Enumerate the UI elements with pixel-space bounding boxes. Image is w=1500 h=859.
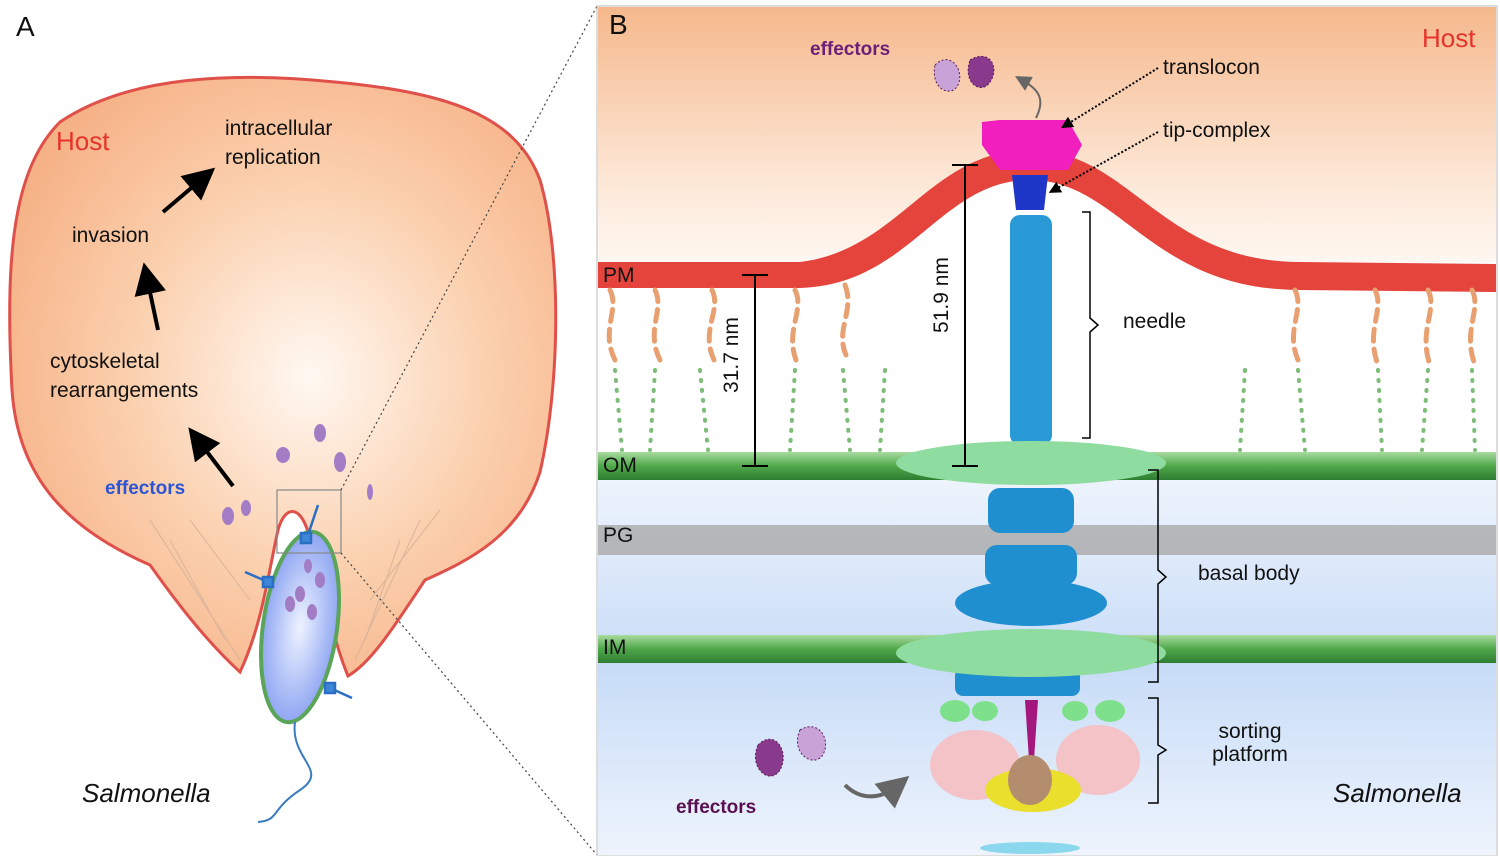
sorting-platform: [930, 700, 1140, 854]
flagellum: [257, 721, 313, 823]
membrane-label: PM: [603, 264, 635, 287]
organism-label: Salmonella: [1333, 778, 1462, 808]
step-label: invasion: [72, 224, 149, 247]
membrane-label: OM: [603, 454, 637, 477]
host-label: Host: [1422, 23, 1476, 53]
structure-label: needle: [1123, 310, 1186, 333]
basal-body: [955, 488, 1107, 696]
injectisomes: [244, 504, 353, 700]
effector-proteins: [222, 424, 373, 620]
im-ring: [896, 629, 1166, 677]
scale-bars: [742, 164, 978, 467]
membrane-label: IM: [603, 636, 626, 659]
panel-letter: B: [609, 9, 628, 40]
step-label: cytoskeletal rearrangements: [50, 350, 198, 402]
tip-complex: [1012, 175, 1048, 210]
arrows: [134, 167, 235, 488]
host-label: Host: [56, 126, 110, 156]
panel-b: B Host effectors effectors Salmonella PM…: [596, 5, 1498, 856]
actin: [149, 509, 441, 661]
lps-core: [606, 282, 1478, 368]
structure-label: tip-complex: [1163, 119, 1271, 142]
structure-label: translocon: [1163, 56, 1260, 79]
structure-label: basal body: [1198, 562, 1300, 585]
zoom-box: [276, 489, 342, 554]
measurement-label: 51.9 nm: [930, 257, 953, 333]
brackets: [1082, 211, 1168, 804]
om-ring: [896, 441, 1166, 485]
effector-proteins: [755, 55, 995, 777]
panel-a: A Host intracellular replication invasion…: [8, 11, 558, 823]
lps-chains: [613, 368, 1477, 452]
panel-letter: A: [16, 11, 35, 42]
effectors-label: effectors: [810, 39, 890, 60]
effectors-label: effectors: [105, 478, 185, 499]
effectors-label: effectors: [676, 797, 756, 818]
translocon: [982, 120, 1082, 170]
uptake-arrow: [843, 775, 910, 809]
step-label: intracellular replication: [225, 117, 332, 169]
secretion-arrow: [1015, 76, 1042, 119]
organism-label: Salmonella: [82, 778, 211, 808]
measurement-label: 31.7 nm: [720, 317, 743, 393]
needle: [1010, 215, 1052, 445]
structure-label: sorting platform: [1212, 720, 1288, 766]
membrane-label: PG: [603, 524, 633, 547]
zoom-lines: [340, 5, 598, 856]
